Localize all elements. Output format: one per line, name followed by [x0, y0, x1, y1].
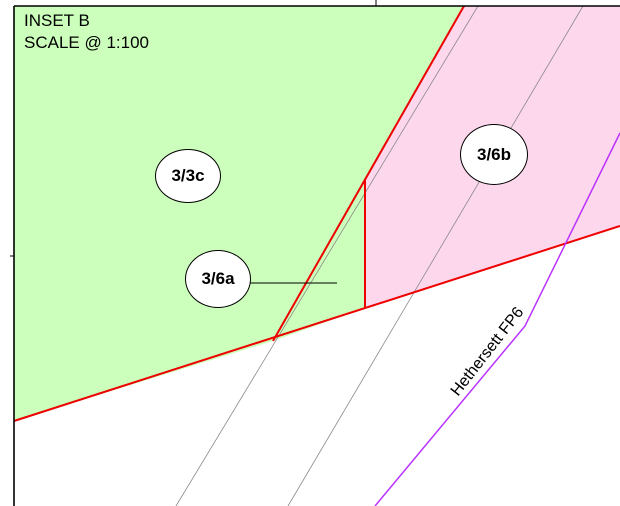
guide-line	[175, 5, 479, 506]
plot-label-3-6a[interactable]: 3/6a	[185, 250, 251, 308]
boundary-line	[13, 225, 620, 422]
inset-scale: SCALE @ 1:100	[24, 33, 149, 52]
inset-name: INSET B	[24, 11, 90, 30]
boundary-line	[272, 5, 465, 342]
footpath-line	[374, 132, 620, 506]
guide-line	[287, 5, 584, 506]
plot-label-3-3c[interactable]: 3/3c	[155, 149, 221, 203]
inset-title: INSET B SCALE @ 1:100	[24, 10, 149, 54]
plot-label-3-6b[interactable]: 3/6b	[460, 124, 528, 185]
plot-area-3-3c	[14, 6, 464, 421]
